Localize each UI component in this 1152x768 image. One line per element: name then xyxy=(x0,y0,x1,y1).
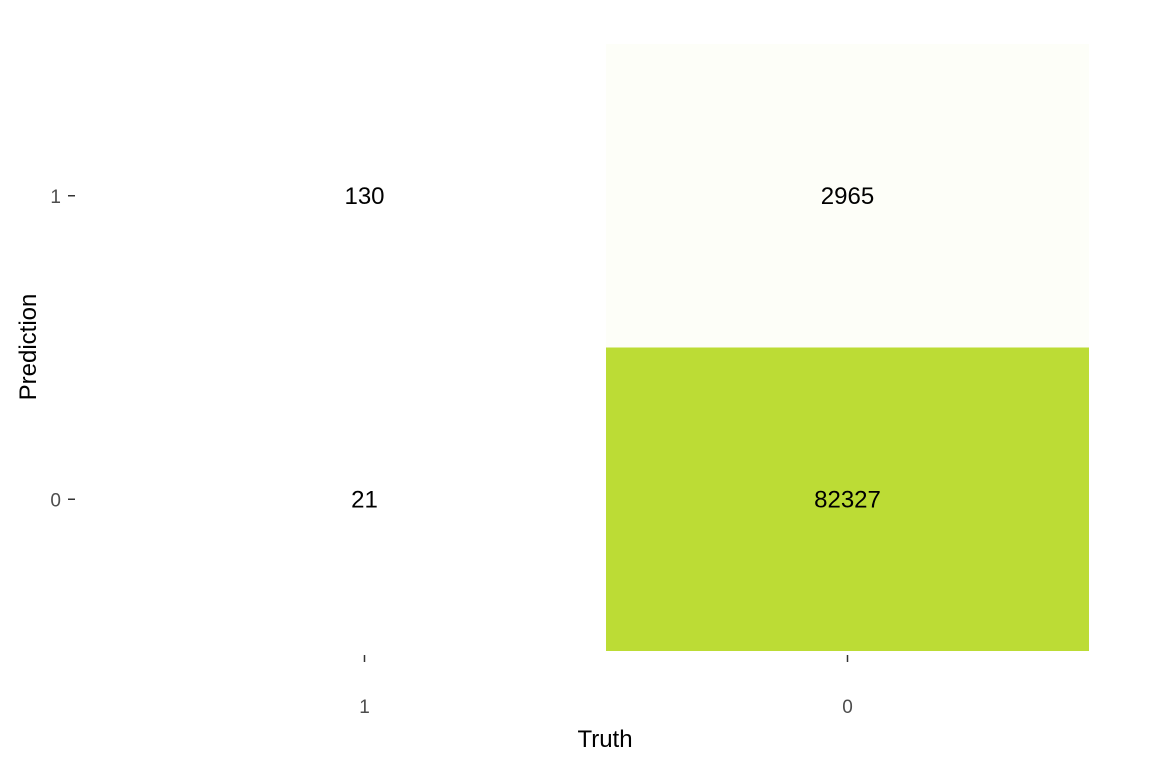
x-tick-label: 0 xyxy=(842,697,853,718)
cell-value-label: 82327 xyxy=(814,486,881,513)
cell-value-label: 2965 xyxy=(821,183,874,210)
y-tick-label: 1 xyxy=(50,187,61,208)
heatmap-cells xyxy=(123,44,1089,651)
cell-value-label: 130 xyxy=(344,183,384,210)
y-axis-title: Prediction xyxy=(15,294,42,401)
x-axis-title: Truth xyxy=(577,726,632,753)
y-axis: 01 xyxy=(50,187,75,511)
x-tick-label: 1 xyxy=(359,697,370,718)
heatmap-cell-truth-1-pred-0 xyxy=(123,347,606,651)
cell-value-label: 21 xyxy=(351,486,378,513)
heatmap-cell-truth-1-pred-1 xyxy=(123,44,606,348)
heatmap-cell-truth-0-pred-1 xyxy=(606,44,1089,348)
y-tick-label: 0 xyxy=(50,490,61,511)
heatmap-cell-labels: 130 2965 21 82327 xyxy=(344,183,880,514)
heatmap-cell-truth-0-pred-0 xyxy=(606,347,1089,651)
